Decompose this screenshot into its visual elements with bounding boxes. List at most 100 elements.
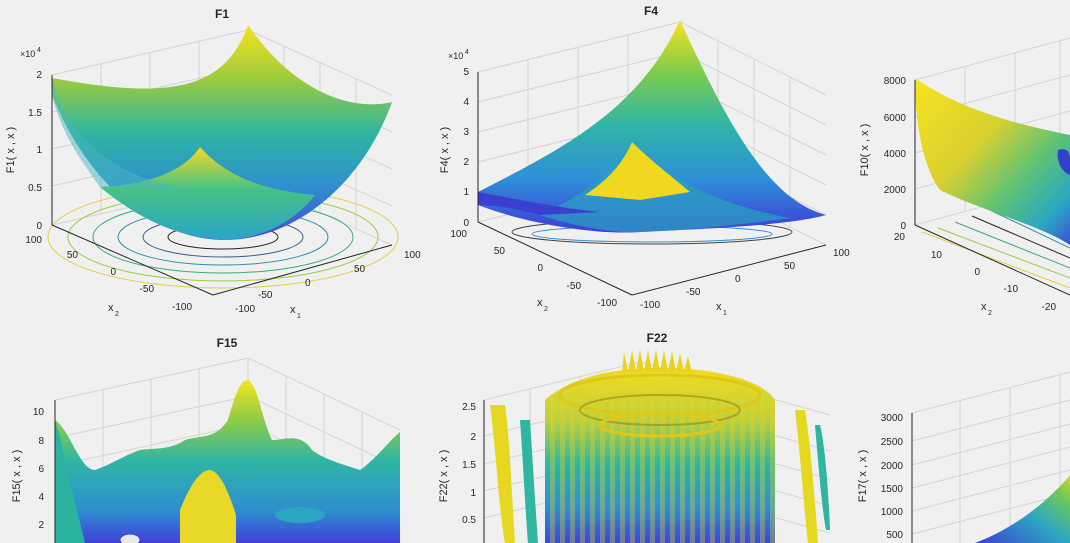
f10-z-ticks: 0 2000 4000 6000 8000 [884, 76, 907, 232]
f10-y-tick: 0 [974, 267, 980, 278]
f4-ylabel: x 2 [537, 297, 548, 313]
f4-z-tick: 1 [463, 187, 469, 198]
f4-x-ticks: -100 -50 0 50 100 [640, 248, 850, 311]
panel-f1: F1 ×10 4 0 0.5 1 1.5 2 100 50 0 -50 -100… [5, 7, 421, 320]
svg-text:1: 1 [297, 313, 301, 320]
f4-y-tick: -100 [597, 298, 617, 309]
f10-zlabel: F10( x , x ) [859, 124, 871, 177]
f1-z-ticks: 0 0.5 1 1.5 2 [28, 70, 42, 232]
f10-axes [914, 80, 1070, 296]
f10-z-tick: 2000 [884, 185, 907, 196]
svg-text:4: 4 [465, 49, 469, 56]
f1-ylabel: x 2 [108, 302, 119, 318]
svg-text:×10: ×10 [448, 51, 463, 61]
svg-text:x: x [716, 301, 722, 313]
f1-x-tick: 50 [354, 264, 366, 275]
f1-z-tick: 1 [36, 145, 42, 156]
f4-y-tick: 50 [494, 246, 506, 257]
f1-x-tick: -50 [258, 290, 273, 301]
f4-y-tick: 0 [537, 263, 543, 274]
f10-y-tick: 20 [894, 232, 906, 243]
f1-y-tick: -50 [140, 284, 155, 295]
f1-y-ticks: 100 50 0 -50 -100 [25, 235, 192, 313]
svg-text:4: 4 [37, 47, 41, 54]
f1-y-tick: 50 [67, 250, 79, 261]
f17-z-tick: 1000 [881, 507, 904, 518]
f15-surface [55, 380, 400, 543]
svg-text:×10: ×10 [20, 49, 35, 59]
f22-z-tick: 2.5 [462, 402, 476, 413]
svg-text:F1( x , x ): F1( x , x ) [5, 127, 17, 173]
f17-z-ticks: 500 1000 1500 2000 2500 3000 [881, 413, 904, 541]
f1-z-tick: 1.5 [28, 108, 42, 119]
f4-y-tick: -50 [567, 281, 582, 292]
f4-x-tick: -100 [640, 300, 660, 311]
f17-z-tick: 2000 [881, 461, 904, 472]
svg-text:x: x [981, 301, 987, 313]
f1-z-tick: 0.5 [28, 183, 42, 194]
f10-contours [921, 209, 1070, 289]
f15-z-tick: 4 [38, 492, 44, 503]
svg-text:x: x [537, 297, 543, 309]
f4-zlabel: F4( x , x ) [439, 127, 451, 173]
svg-text:2: 2 [988, 310, 992, 317]
f4-z-ticks: 0 1 2 3 4 5 [463, 67, 469, 229]
svg-text:2: 2 [544, 306, 548, 313]
f1-z-tick: 0 [36, 221, 42, 232]
f1-z-tick: 2 [36, 70, 42, 81]
f4-z-tick: 4 [463, 97, 469, 108]
f17-z-tick: 3000 [881, 413, 904, 424]
f17-zlabel: F17( x , x ) [857, 450, 869, 503]
panel-f22: F22 0.5 1 1.5 2 2.5 F22( x , x ) [438, 331, 831, 543]
svg-text:1: 1 [723, 310, 727, 317]
f4-xlabel: x 1 [716, 301, 727, 317]
f10-y-tick: -20 [1042, 302, 1057, 313]
f22-z-tick: 1.5 [462, 460, 476, 471]
svg-text:x: x [290, 304, 296, 316]
f1-x-tick: -100 [235, 304, 255, 315]
f4-x-tick: 100 [833, 248, 850, 259]
svg-text:x: x [108, 302, 114, 314]
f1-axes [51, 75, 393, 296]
svg-text:2: 2 [115, 311, 119, 318]
f4-z-tick: 2 [463, 157, 469, 168]
f4-y-ticks: 100 50 0 -50 -100 [450, 229, 617, 309]
f1-x-tick: 0 [305, 278, 311, 289]
f22-z-tick: 1 [470, 488, 476, 499]
f22-z-ticks: 0.5 1 1.5 2 2.5 [462, 402, 476, 526]
svg-text:F22( x , x ): F22( x , x ) [438, 450, 450, 503]
f4-surface [478, 20, 826, 233]
f10-z-tick: 4000 [884, 149, 907, 160]
svg-text:F17( x , x ): F17( x , x ) [857, 450, 869, 503]
f1-y-tick: 100 [25, 235, 42, 246]
panel-f17: 500 1000 1500 2000 2500 3000 F17( x , x … [857, 371, 1070, 543]
f1-x-tick: 100 [404, 250, 421, 261]
f22-z-tick: 2 [470, 432, 476, 443]
f15-zlabel: F15( x , x ) [11, 450, 23, 503]
f17-z-tick: 1500 [881, 484, 904, 495]
f15-z-ticks: 2 4 6 8 10 [33, 407, 45, 531]
f10-z-tick: 0 [900, 221, 906, 232]
f15-z-tick: 8 [38, 436, 44, 447]
f4-x-tick: 0 [735, 274, 741, 285]
f22-z-tick: 0.5 [462, 515, 476, 526]
svg-text:F10( x , x ): F10( x , x ) [859, 124, 871, 177]
f10-ylabel: x 2 [981, 301, 992, 317]
f10-y-ticks: 20 10 0 -10 -20 [894, 232, 1057, 313]
f4-title: F4 [644, 4, 658, 18]
f1-xlabel: x 1 [290, 304, 301, 320]
f4-z-tick: 0 [463, 218, 469, 229]
panel-f10: 0 2000 4000 6000 8000 20 10 0 -10 -20 x … [859, 37, 1070, 317]
f17-z-tick: 500 [886, 530, 903, 541]
f4-y-tick: 100 [450, 229, 467, 240]
f22-zlabel: F22( x , x ) [438, 450, 450, 503]
f4-x-tick: 50 [784, 261, 796, 272]
panel-f15: F15 2 4 6 8 10 F15( x , x ) [11, 336, 401, 543]
f10-z-tick: 6000 [884, 113, 907, 124]
f15-title: F15 [217, 336, 238, 350]
panel-f4: F4 ×10 4 0 1 2 3 4 5 100 50 0 -50 -100 -… [439, 4, 850, 317]
svg-text:F15( x , x ): F15( x , x ) [11, 450, 23, 503]
f1-zlabel: F1( x , x ) [5, 127, 17, 173]
f4-axes [477, 72, 827, 296]
